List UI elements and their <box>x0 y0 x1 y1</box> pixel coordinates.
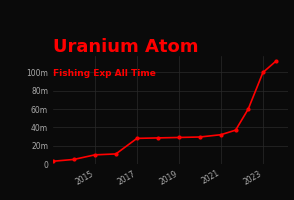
Text: Fishing Exp All Time: Fishing Exp All Time <box>53 69 156 78</box>
Text: Uranium Atom: Uranium Atom <box>53 38 198 56</box>
